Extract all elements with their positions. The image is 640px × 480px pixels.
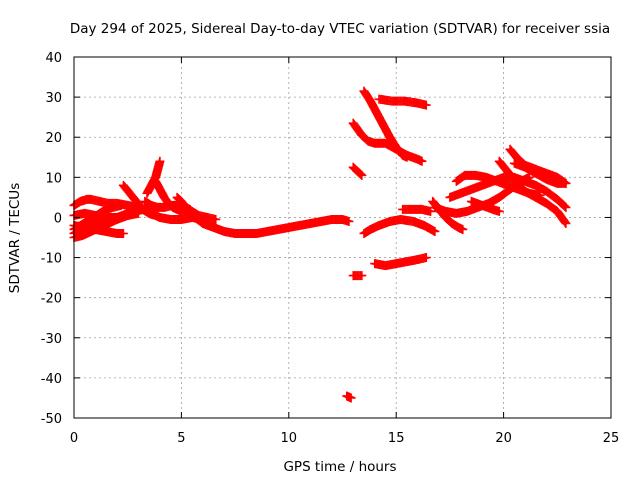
grid-lines	[74, 57, 611, 418]
chart-title: Day 294 of 2025, Sidereal Day-to-day VTE…	[70, 21, 610, 37]
series-arc-07	[118, 180, 161, 220]
plot-frame	[73, 56, 612, 419]
series-arc-20	[359, 214, 440, 238]
data-point	[355, 168, 365, 178]
axis-ticks	[73, 56, 612, 419]
data-point	[211, 214, 221, 224]
data-point	[421, 100, 431, 110]
data-point	[561, 218, 571, 228]
series-arc-19	[374, 94, 431, 110]
x-tick-label: 15	[388, 431, 405, 446]
series-arc-22	[398, 204, 436, 216]
data-point	[560, 201, 570, 211]
data-point	[357, 170, 367, 180]
x-tick-label: 0	[70, 431, 78, 446]
data-point	[357, 271, 367, 281]
y-tick-label: 20	[45, 131, 62, 146]
data-point	[344, 216, 354, 226]
data-point	[561, 202, 571, 212]
data-point	[559, 200, 569, 210]
y-tick-label: -10	[41, 252, 62, 267]
x-tick-label: 20	[495, 431, 512, 446]
series-arc-21	[370, 253, 431, 271]
y-tick-label: 40	[45, 51, 62, 66]
series-arc-25	[445, 172, 571, 212]
data-point	[426, 206, 436, 216]
y-tick-label: -30	[41, 332, 62, 347]
series-arc-30	[509, 158, 571, 188]
y-tick-label: -40	[41, 372, 62, 387]
data-point	[458, 224, 468, 234]
data-point	[560, 217, 570, 227]
data-point	[155, 156, 165, 166]
series-arc-27	[466, 196, 504, 216]
data-point	[118, 228, 128, 238]
data-point	[346, 393, 356, 403]
data-point	[402, 152, 412, 162]
y-tick-label: -50	[41, 412, 62, 427]
x-tick-label: 5	[177, 431, 185, 446]
series-arc-18	[359, 86, 412, 162]
y-tick-label: -20	[41, 292, 62, 307]
data-point	[356, 169, 366, 179]
series-arc-05	[69, 194, 143, 212]
y-tick-label: 10	[45, 171, 62, 186]
data-point	[561, 178, 571, 188]
series-arc-15	[348, 271, 367, 281]
data-point	[430, 226, 440, 236]
series-arc-14	[342, 391, 356, 403]
data-series	[69, 86, 571, 403]
data-point	[494, 206, 504, 216]
x-tick-labels: 0 5 10 15 20 25	[70, 431, 619, 446]
y-axis-label: SDTVAR / TECUs	[7, 183, 23, 293]
y-tick-label: 0	[54, 211, 62, 226]
series-arc-16	[348, 162, 367, 180]
series-arc-13	[176, 204, 354, 238]
series-arc-28	[494, 156, 571, 228]
data-point	[417, 156, 427, 166]
x-axis-label: GPS time / hours	[283, 459, 396, 475]
x-tick-label: 10	[281, 431, 298, 446]
y-tick-label: 30	[45, 91, 62, 106]
data-point	[421, 253, 431, 263]
y-tick-labels: -50 -40 -30 -20 -10 0 10 20 30 40	[41, 51, 62, 427]
x-tick-label: 25	[603, 431, 620, 446]
